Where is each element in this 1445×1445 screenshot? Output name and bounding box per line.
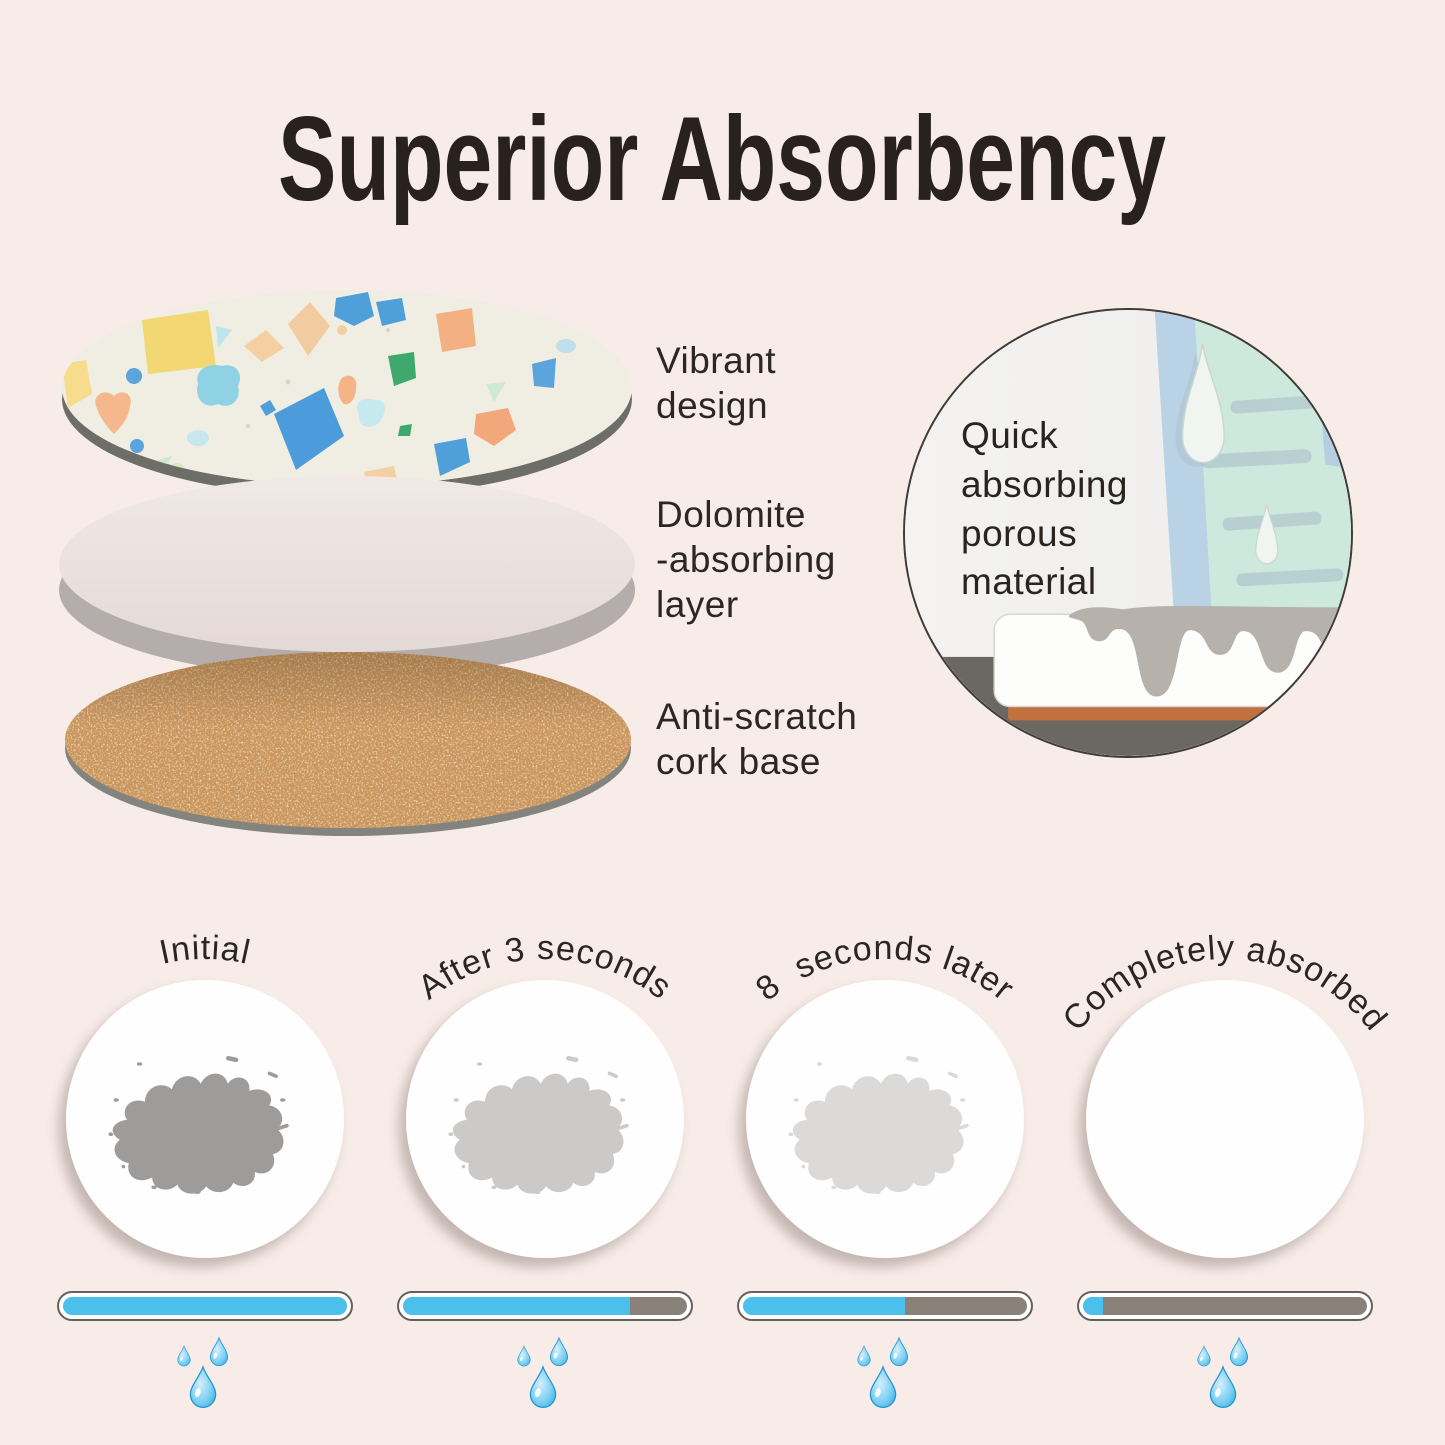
timeline-panel-3-seconds: After 3 seconds (375, 905, 715, 1420)
absorption-closeup-inset: Quick absorbing porous material (903, 308, 1353, 758)
coaster-circle (746, 980, 1024, 1258)
page-title: Superior Absorbency (278, 92, 1166, 226)
coaster-circle (66, 980, 344, 1258)
dolomite-middle-layer-image (59, 476, 635, 678)
absorption-progress-bar (57, 1291, 353, 1321)
panel-label: Initial (156, 929, 253, 972)
bar-fill-blue (63, 1297, 347, 1315)
water-drops-icon (517, 1337, 569, 1409)
water-drops-icon (1197, 1337, 1249, 1409)
water-drops-icon (857, 1337, 909, 1409)
bar-fill-gray (1102, 1297, 1367, 1315)
bar-fill-blue (403, 1297, 631, 1315)
bar-fill-gray (904, 1297, 1027, 1315)
absorption-progress-bar (1077, 1291, 1373, 1321)
bar-fill-blue (1083, 1297, 1103, 1315)
coaster-circle (406, 980, 684, 1258)
water-drops-icon (177, 1337, 229, 1409)
stain-splat-icon (448, 1055, 630, 1194)
absorption-progress-bar (397, 1291, 693, 1321)
label-dolomite-layer: Dolomite -absorbing layer (656, 494, 836, 626)
coaster-circle (1086, 980, 1364, 1258)
bar-fill-blue (743, 1297, 905, 1315)
inset-caption: Quick absorbing porous material (961, 415, 1129, 603)
page-title-svg: Superior Absorbency (278, 92, 1166, 226)
timeline-panel-absorbed: Completely absorbed (1055, 905, 1395, 1420)
closeup-illustration (905, 310, 1351, 756)
absorption-progress-bar (737, 1291, 1033, 1321)
terrazzo-top-layer-image (62, 290, 632, 497)
stain-splat-icon (108, 1055, 290, 1194)
stain-splat-icon (788, 1055, 970, 1194)
timeline-panel-8-seconds: 8 seconds later (715, 905, 1055, 1420)
timeline-panel-initial: Initial (35, 905, 375, 1420)
label-cork-base: Anti-scratch cork base (656, 696, 858, 783)
cork-base-layer-image (65, 652, 631, 836)
label-vibrant-design: Vibrant design (656, 340, 777, 427)
bar-fill-gray (630, 1297, 687, 1315)
